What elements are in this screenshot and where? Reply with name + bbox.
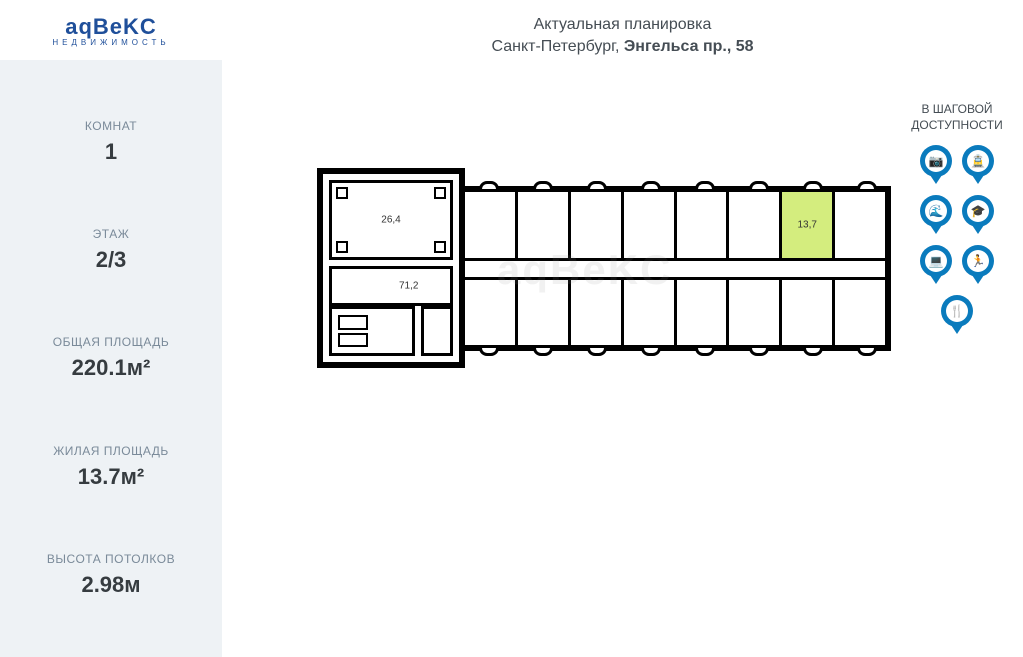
room-cell — [729, 192, 782, 258]
bathroom-room — [329, 306, 415, 356]
bay-window-icon — [587, 181, 607, 189]
room-cell — [465, 192, 518, 258]
room-cell — [571, 192, 624, 258]
room-cell — [571, 279, 624, 345]
stat-total-area: ОБЩАЯ ПЛОЩАДЬ 220.1м² — [15, 335, 207, 381]
bay-window-icon — [479, 181, 499, 189]
office-icon: 💻 — [929, 255, 944, 267]
stat-value: 220.1м² — [15, 355, 207, 381]
bay-window-icon — [749, 348, 769, 356]
camera-icon: 📷 — [929, 155, 944, 167]
fitness-icon: 🏃 — [971, 255, 986, 267]
brand-subtitle: НЕДВИЖИМОСТЬ — [52, 38, 169, 47]
education-icon: 🎓 — [971, 205, 986, 217]
stat-living-area: ЖИЛАЯ ПЛОЩАДЬ 13.7м² — [15, 444, 207, 490]
bay-window-icon — [479, 348, 499, 356]
bay-window-icon — [533, 181, 553, 189]
brand-name: aqBeKC — [65, 14, 157, 40]
stat-label: ВЫСОТА ПОТОЛКОВ — [15, 552, 207, 566]
kitchen-room: 26,4 — [329, 180, 453, 260]
room-cell — [835, 279, 885, 345]
brand-logo: aqBeKC НЕДВИЖИМОСТЬ — [0, 0, 222, 60]
room-cell — [782, 279, 835, 345]
city-text: Санкт-Петербург, — [491, 38, 623, 55]
content-area: 26,4 71,2 — [222, 66, 1023, 657]
stat-floor: ЭТАЖ 2/3 — [15, 227, 207, 273]
amenity-pin[interactable]: 🌊 — [920, 195, 952, 235]
amenity-pin[interactable]: 🎓 — [962, 195, 994, 235]
amenity-pin[interactable]: 💻 — [920, 245, 952, 285]
stats-list: КОМНАТ 1 ЭТАЖ 2/3 ОБЩАЯ ПЛОЩАДЬ 220.1м² … — [0, 60, 222, 657]
bay-window-icon — [749, 181, 769, 189]
hall-room: 71,2 — [329, 266, 453, 306]
stat-value: 13.7м² — [15, 464, 207, 490]
stat-value: 2.98м — [15, 572, 207, 598]
transport-icon: 🚊 — [971, 155, 986, 167]
room-cell-highlighted: 13,7 — [782, 192, 835, 258]
bay-window-icon — [857, 348, 877, 356]
floorplan: 26,4 71,2 — [317, 186, 892, 386]
bay-window-icon — [533, 348, 553, 356]
bay-window-icon — [695, 181, 715, 189]
sidebar: aqBeKC НЕДВИЖИМОСТЬ КОМНАТ 1 ЭТАЖ 2/3 ОБ… — [0, 0, 222, 657]
stat-value: 2/3 — [15, 247, 207, 273]
pool-icon: 🌊 — [929, 205, 944, 217]
rooms-top-row: 13,7 — [465, 192, 885, 258]
room-cell — [677, 192, 730, 258]
restaurant-icon: 🍴 — [950, 305, 965, 317]
fixture-icon — [434, 241, 446, 253]
floorplan-main-block: 13,7 — [459, 186, 891, 351]
corridor — [465, 258, 885, 280]
stat-value: 1 — [15, 139, 207, 165]
fixture-icon — [338, 315, 368, 330]
bay-window-icon — [641, 181, 661, 189]
room-cell — [465, 279, 518, 345]
amenities-title: В ШАГОВОЙ ДОСТУПНОСТИ — [907, 101, 1007, 133]
bay-window-icon — [803, 348, 823, 356]
room-area-label: 13,7 — [797, 220, 816, 231]
page-title: Актуальная планировка — [232, 16, 1013, 34]
room-cell — [624, 192, 677, 258]
amenity-pin[interactable]: 📷 — [920, 145, 952, 185]
room-cell — [835, 192, 885, 258]
bay-window-icon — [641, 348, 661, 356]
room-cell — [624, 279, 677, 345]
stat-ceiling: ВЫСОТА ПОТОЛКОВ 2.98м — [15, 552, 207, 598]
amenity-pin[interactable]: 🏃 — [962, 245, 994, 285]
stat-rooms: КОМНАТ 1 — [15, 119, 207, 165]
stat-label: КОМНАТ — [15, 119, 207, 133]
rooms-bottom-row — [465, 279, 885, 345]
stat-label: ОБЩАЯ ПЛОЩАДЬ — [15, 335, 207, 349]
amenities-panel: В ШАГОВОЙ ДОСТУПНОСТИ 📷 🚊 🌊 🎓 💻 🏃 🍴 — [907, 101, 1007, 335]
amenities-grid: 📷 🚊 🌊 🎓 💻 🏃 🍴 — [907, 145, 1007, 335]
room-cell — [677, 279, 730, 345]
amenity-pin[interactable]: 🍴 — [941, 295, 973, 335]
header: Актуальная планировка Санкт-Петербург, Э… — [222, 0, 1023, 66]
fixture-icon — [336, 241, 348, 253]
bay-window-icon — [803, 181, 823, 189]
fixture-icon — [338, 333, 368, 348]
bay-window-icon — [587, 348, 607, 356]
floorplan-left-wing: 26,4 71,2 — [317, 168, 465, 368]
room-cell — [729, 279, 782, 345]
room-area-label: 26,4 — [381, 215, 400, 226]
bay-window-icon — [857, 181, 877, 189]
stat-label: ЭТАЖ — [15, 227, 207, 241]
bay-window-icon — [695, 348, 715, 356]
fixture-icon — [434, 187, 446, 199]
utility-room — [421, 306, 453, 356]
fixture-icon — [336, 187, 348, 199]
address-line: Санкт-Петербург, Энгельса пр., 58 — [232, 38, 1013, 56]
room-area-label: 71,2 — [399, 281, 418, 292]
amenity-pin[interactable]: 🚊 — [962, 145, 994, 185]
main-panel: Актуальная планировка Санкт-Петербург, Э… — [222, 0, 1023, 657]
room-cell — [518, 279, 571, 345]
street-text: Энгельса пр., 58 — [624, 38, 754, 55]
room-cell — [518, 192, 571, 258]
stat-label: ЖИЛАЯ ПЛОЩАДЬ — [15, 444, 207, 458]
